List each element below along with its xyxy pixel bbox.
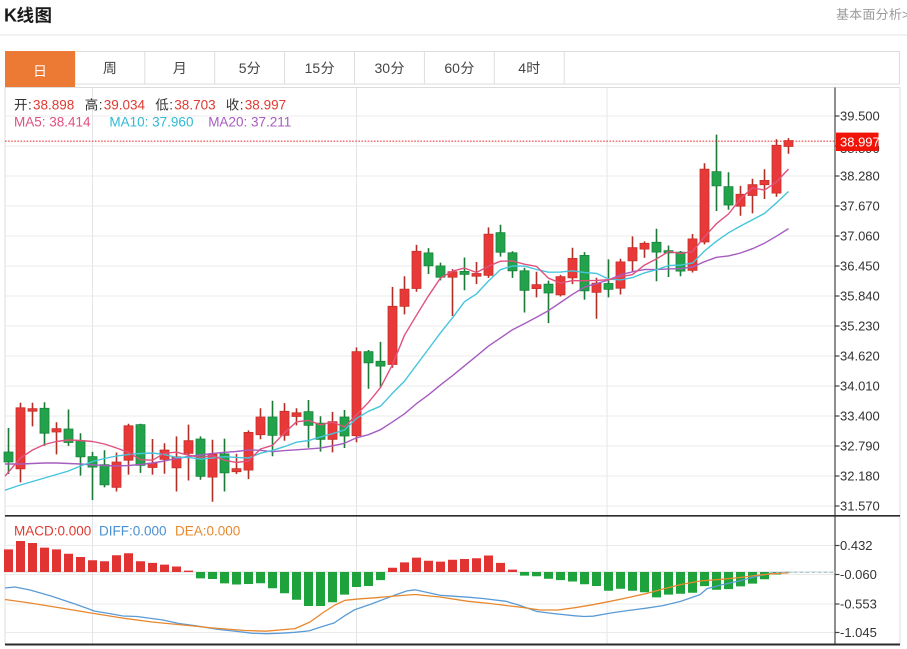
svg-text:K: K <box>4 6 17 26</box>
svg-text:15: 15 <box>305 60 321 76</box>
svg-text:>: > <box>902 7 907 22</box>
svg-text:MA10: 37.960: MA10: 37.960 <box>109 115 193 130</box>
svg-text:34.620: 34.620 <box>840 349 880 364</box>
svg-text:38.997: 38.997 <box>245 98 286 113</box>
svg-text:34.010: 34.010 <box>840 379 880 394</box>
svg-text:DIFF:0.000: DIFF:0.000 <box>99 524 167 539</box>
svg-text:-1.045: -1.045 <box>840 625 877 640</box>
svg-text:MA5: 38.414: MA5: 38.414 <box>14 115 91 130</box>
svg-text:MACD:0.000: MACD:0.000 <box>14 524 91 539</box>
svg-text::: : <box>99 98 103 113</box>
svg-text:32.180: 32.180 <box>840 469 880 484</box>
svg-text:33.400: 33.400 <box>840 409 880 424</box>
svg-text:32.790: 32.790 <box>840 439 880 454</box>
svg-text:MA20: 37.211: MA20: 37.211 <box>208 115 291 130</box>
svg-text:37.060: 37.060 <box>840 229 880 244</box>
svg-text:4: 4 <box>518 60 526 76</box>
svg-text:35.840: 35.840 <box>840 289 880 304</box>
svg-text:36.450: 36.450 <box>840 259 880 274</box>
svg-text:31.570: 31.570 <box>840 499 880 514</box>
svg-text:38.703: 38.703 <box>174 98 215 113</box>
svg-text:38.898: 38.898 <box>33 98 74 113</box>
svg-text:0.432: 0.432 <box>840 538 873 553</box>
svg-text:38.997: 38.997 <box>840 135 880 150</box>
svg-text:35.230: 35.230 <box>840 319 880 334</box>
svg-text:30: 30 <box>375 60 391 76</box>
svg-text:5: 5 <box>239 60 247 76</box>
svg-text:-0.060: -0.060 <box>840 567 877 582</box>
svg-text:60: 60 <box>444 60 460 76</box>
svg-text:39.034: 39.034 <box>104 98 146 113</box>
svg-text:DEA:0.000: DEA:0.000 <box>175 524 240 539</box>
svg-text:39.500: 39.500 <box>840 109 880 124</box>
svg-text:38.280: 38.280 <box>840 169 880 184</box>
svg-text:-0.553: -0.553 <box>840 597 877 612</box>
svg-text:37.670: 37.670 <box>840 199 880 214</box>
svg-text::: : <box>28 98 32 113</box>
svg-text::: : <box>169 98 173 113</box>
svg-text::: : <box>240 98 244 113</box>
